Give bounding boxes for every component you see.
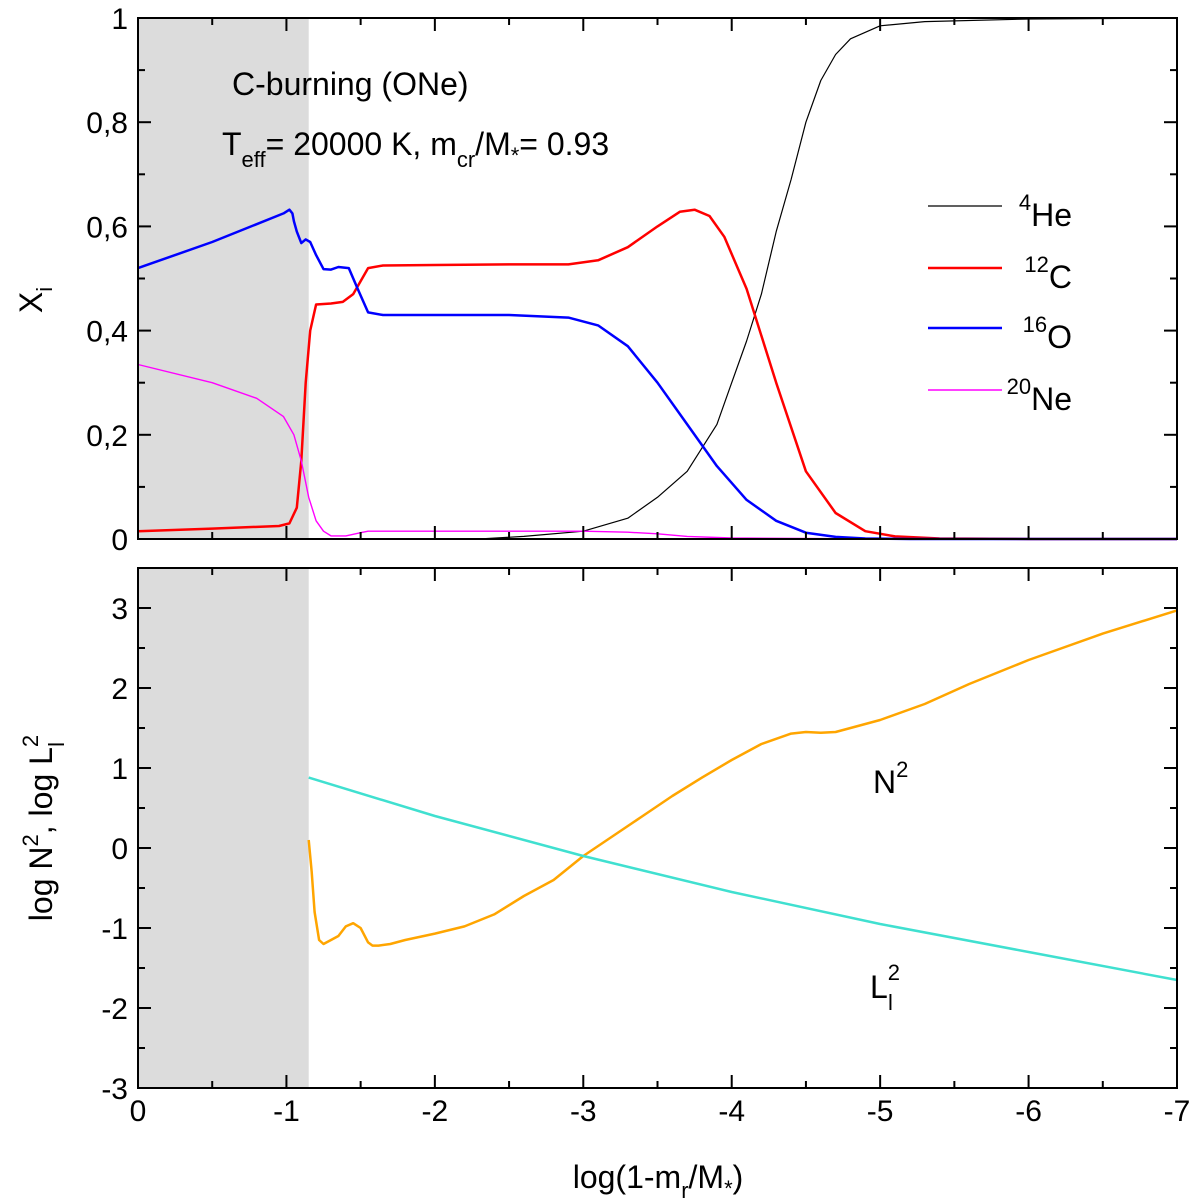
y-tick-label: -3: [101, 1073, 128, 1106]
legend-label-4He: 4He: [1019, 190, 1072, 233]
y-tick-label: 0,2: [86, 420, 128, 453]
x-tick-label: -5: [867, 1095, 894, 1128]
x-tick-label: -2: [422, 1095, 449, 1128]
series-N2: [307, 609, 1178, 947]
shaded-region: [138, 568, 309, 1088]
x-tick-label: -7: [1164, 1095, 1191, 1128]
l2-label: L2 l: [870, 960, 900, 1015]
series-4He: [138, 17, 1178, 540]
y-axis-title: log N2, log L2l: [18, 735, 69, 921]
abundance-series: [137, 17, 1178, 541]
y-axis-sub: i: [32, 287, 57, 292]
y-tick-label: 0,8: [86, 107, 128, 140]
y-tick-label: 0: [111, 524, 128, 557]
axis-ticks: [137, 567, 1178, 1089]
legend-label-20Ne: 20Ne: [1007, 374, 1072, 417]
y-tick-label: 0,6: [86, 211, 128, 244]
y-axis-title: Xi: [13, 287, 57, 313]
y-tick-labels: -3 -2 -1 0 1 2 3: [101, 593, 128, 1106]
series-16O: [137, 208, 1177, 541]
x-tick-label: -3: [570, 1095, 597, 1128]
x-tick-labels: 0 -1 -2 -3 -4 -5 -6 -7: [130, 1095, 1191, 1128]
n2-label: N2: [873, 757, 908, 800]
abundance-panel: 0 0,2 0,4 0,6 0,8 1 Xi C-burning (ONe) Teff= …: [13, 3, 1178, 557]
y-tick-label: 0: [111, 833, 128, 866]
x-tick-label: -4: [718, 1095, 745, 1128]
y-tick-label: 1: [111, 753, 128, 786]
axis-ticks: [137, 17, 1178, 540]
y-tick-label: -2: [101, 993, 128, 1026]
annotation-title: C-burning (ONe): [232, 66, 469, 102]
x-tick-label: -1: [273, 1095, 300, 1128]
y-tick-labels: 0 0,2 0,4 0,6 0,8 1: [86, 3, 128, 557]
x-tick-label: -6: [1015, 1095, 1042, 1128]
annotation-params: Teff= 20000 K, mcr/M*= 0.93: [222, 126, 609, 172]
series-20Ne: [137, 363, 1177, 540]
frequency-panel: -3 -2 -1 0 1 2 3 0 -1 -2 -3 -4 -5 -6 -7 log N2, log L…: [18, 567, 1191, 1200]
y-tick-label: 3: [111, 593, 128, 626]
series-L2: [308, 776, 1178, 982]
y-tick-label: 1: [111, 3, 128, 36]
x-axis-title: log(1-mr/M*): [573, 1159, 744, 1200]
series-12C: [137, 208, 1177, 541]
legend-label-12C: 12C: [1024, 252, 1072, 295]
legend: 4He 12C 16O 20Ne: [928, 190, 1072, 417]
y-tick-label: 2: [111, 673, 128, 706]
frequency-series: [307, 609, 1178, 982]
shaded-region: [138, 18, 309, 539]
x-tick-label: 0: [130, 1095, 147, 1128]
legend-label-16O: 16O: [1023, 312, 1072, 355]
y-tick-label: -1: [101, 913, 128, 946]
y-tick-label: 0,4: [86, 316, 128, 349]
